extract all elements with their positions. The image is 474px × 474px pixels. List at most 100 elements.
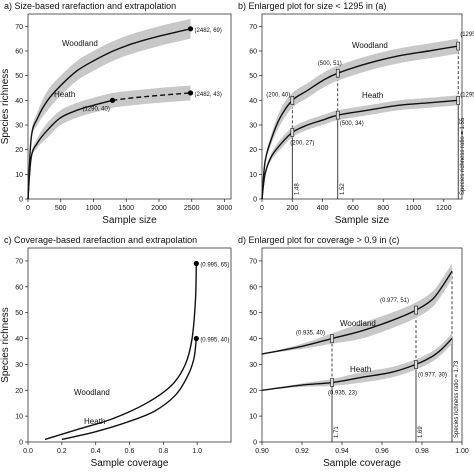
series-label: Woodland — [352, 41, 388, 50]
confidence-band — [28, 18, 191, 200]
point-marker — [335, 110, 340, 120]
y-tick-label: 0 — [19, 440, 23, 447]
point-annotation: (0.977, 51) — [380, 298, 409, 304]
ratio-label: Species richness ratio = 1.73 — [454, 360, 460, 438]
point-annotation: (2482, 43) — [195, 92, 222, 98]
point-marker — [335, 68, 340, 78]
y-tick-label: 20 — [15, 147, 23, 154]
confidence-band — [262, 38, 459, 199]
panel-d: d) Enlarged plot for coverage > 0.9 in (… — [238, 235, 469, 469]
x-tick-label: 3000 — [217, 205, 233, 212]
x-tick-label: 200 — [286, 205, 298, 212]
x-tick-label: 0 — [260, 205, 264, 212]
point-marker — [290, 96, 295, 105]
point-annotation: (200, 27) — [290, 140, 314, 146]
series-line — [261, 99, 459, 200]
y-tick-label: 40 — [15, 336, 23, 343]
panel-b: b) Enlarged plot for size < 1295 in (a) 0… — [238, 1, 474, 226]
x-tick-label: 0.94 — [335, 448, 349, 455]
x-tick-label: 600 — [347, 205, 359, 212]
y-tick-label: 40 — [15, 98, 23, 105]
series-label: Woodland — [340, 319, 376, 328]
y-tick-label: 10 — [249, 414, 257, 421]
x-tick-label: 1000 — [406, 205, 422, 212]
panel-c: c) Coverage-based rarefaction and extrap… — [0, 235, 232, 469]
series-line — [27, 28, 191, 200]
y-tick-label: 0 — [19, 197, 23, 204]
point-marker — [193, 335, 199, 342]
point-annotation: (1295, 62) — [460, 32, 474, 38]
series-line-extrapolated — [112, 92, 191, 102]
ratio-label: 1.71 — [334, 426, 340, 438]
point-annotation: (200, 40) — [266, 92, 290, 98]
x-tick-label: 0.0 — [23, 448, 33, 455]
point-annotation: (1295, 40) — [460, 92, 474, 98]
x-tick-label: 1.00 — [455, 448, 469, 455]
point-annotation: (2482, 69) — [195, 28, 222, 34]
point-annotation: (0.995, 65) — [200, 263, 229, 269]
y-tick-label: 70 — [15, 258, 23, 265]
y-tick-label: 70 — [249, 24, 257, 31]
confidence-band — [262, 263, 452, 355]
y-tick-label: 30 — [249, 362, 257, 369]
point-annotation: (0.935, 40) — [296, 331, 325, 337]
point-annotation: (500, 34) — [340, 121, 364, 127]
plot-frame — [27, 13, 232, 200]
y-tick-label: 50 — [249, 73, 257, 80]
plot-frame — [27, 247, 232, 443]
x-tick-label: 0.98 — [415, 448, 429, 455]
confidence-band — [262, 95, 459, 199]
x-tick-label: 0 — [26, 205, 30, 212]
y-tick-label: 50 — [15, 310, 23, 317]
series-line — [261, 338, 453, 391]
point-marker — [290, 128, 295, 137]
y-tick-label: 0 — [253, 440, 257, 447]
panel-title: a) Size-based rarefaction and extrapolat… — [4, 1, 176, 11]
point-annotation: (0.935, 23) — [328, 391, 357, 397]
y-tick-label: 60 — [15, 284, 23, 291]
point-marker — [414, 305, 418, 315]
x-axis-label: Sample coverage — [91, 458, 169, 469]
series-label: Heath — [362, 91, 383, 100]
panel-title: c) Coverage-based rarefaction and extrap… — [4, 235, 197, 245]
y-tick-label: 20 — [249, 147, 257, 154]
y-tick-label: 20 — [249, 388, 257, 395]
series-label: Woodland — [62, 39, 98, 48]
plot-frame — [261, 13, 463, 200]
y-tick-label: 20 — [15, 388, 23, 395]
x-tick-label: 1000 — [86, 205, 102, 212]
point-marker — [187, 90, 194, 96]
y-axis-label: Species richness — [0, 307, 11, 383]
y-tick-label: 60 — [249, 284, 257, 291]
y-tick-label: 70 — [249, 258, 257, 265]
series-line — [44, 263, 198, 441]
point-marker — [193, 260, 199, 267]
y-tick-label: 50 — [15, 73, 23, 80]
series-label: Heath — [54, 90, 75, 99]
x-axis-label: Sample size — [102, 215, 157, 226]
x-tick-label: 2500 — [184, 205, 200, 212]
panel-title: d) Enlarged plot for coverage > 0.9 in (… — [238, 235, 399, 245]
y-axis-label: Species richness — [0, 69, 11, 145]
ratio-label: 1.69 — [418, 426, 424, 438]
y-tick-label: 60 — [249, 49, 257, 56]
point-marker — [330, 334, 334, 343]
series-line — [27, 99, 113, 200]
series-label: Heath — [84, 417, 105, 426]
x-tick-label: 0.2 — [57, 448, 67, 455]
x-tick-label: 500 — [55, 205, 67, 212]
x-tick-label: 0.96 — [375, 448, 389, 455]
point-marker — [187, 26, 194, 32]
series-line — [261, 270, 453, 355]
x-tick-label: 0.92 — [295, 448, 309, 455]
plot-frame — [261, 247, 463, 443]
y-tick-label: 70 — [15, 24, 23, 31]
point-annotation: (1290, 40) — [82, 106, 109, 112]
y-tick-label: 40 — [249, 98, 257, 105]
x-tick-label: 1500 — [118, 205, 134, 212]
x-axis-label: Sample size — [335, 215, 390, 226]
series-label: Heath — [350, 365, 371, 374]
x-tick-label: 1.0 — [192, 448, 202, 455]
series-line — [261, 45, 459, 200]
